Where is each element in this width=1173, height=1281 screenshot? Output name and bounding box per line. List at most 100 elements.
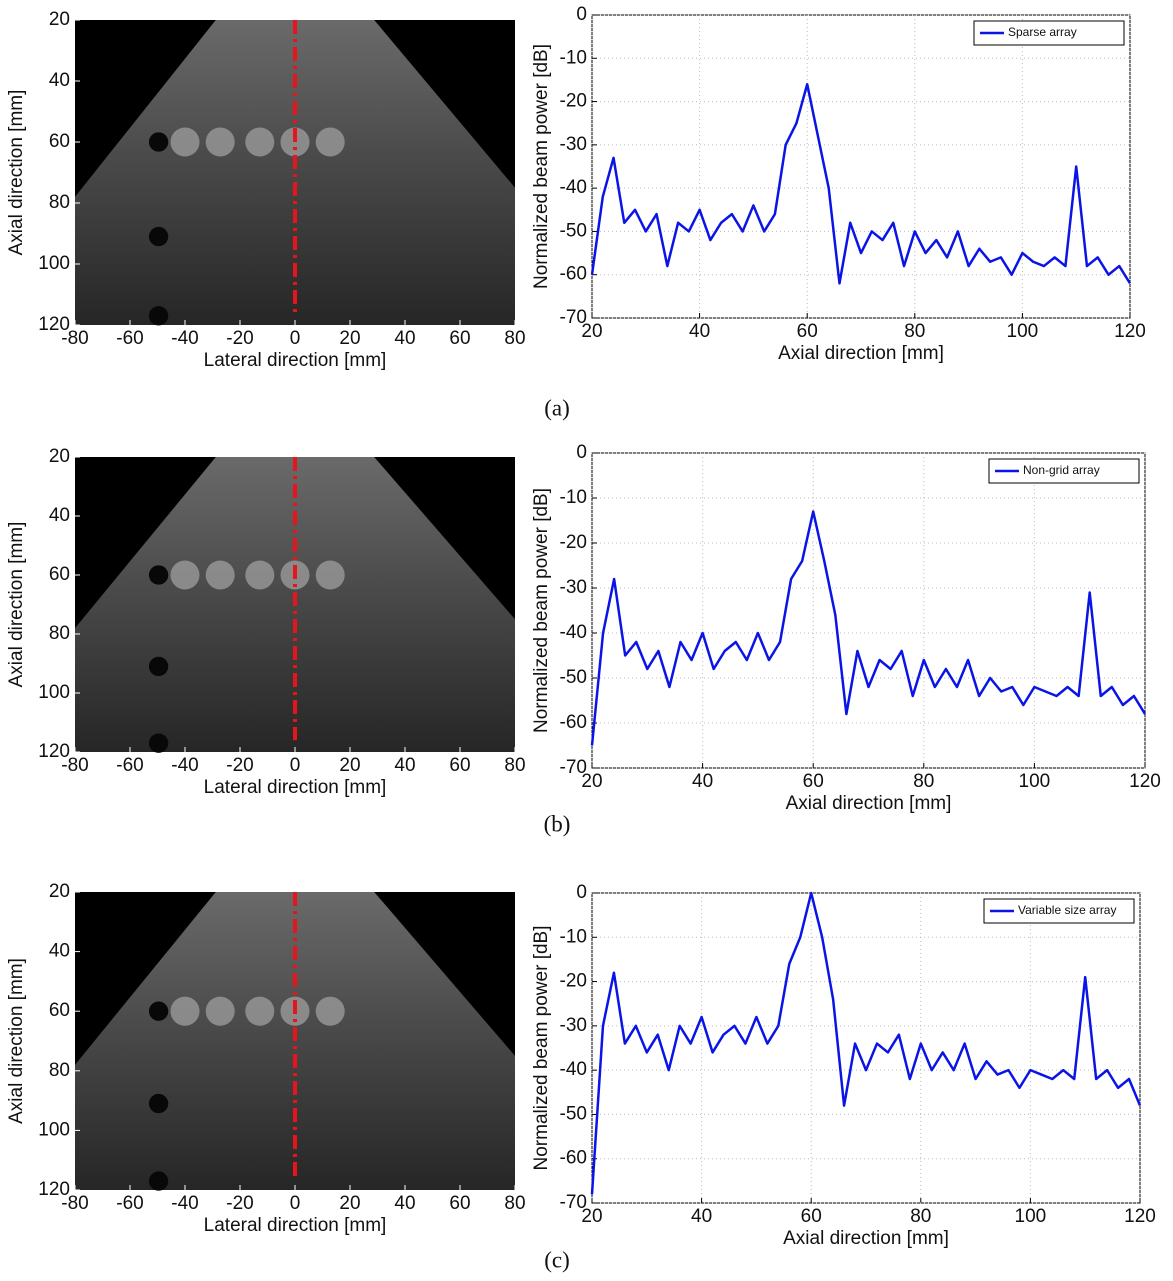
- x-tick-label: -60: [116, 1193, 143, 1214]
- bright-target: [245, 560, 275, 590]
- bright-target: [170, 996, 200, 1026]
- x-axis-label: Lateral direction [mm]: [204, 1215, 387, 1236]
- x-tick-label: 40: [394, 1193, 415, 1214]
- x-tick-label: 80: [504, 1193, 525, 1214]
- y-tick-label: 40: [49, 941, 70, 962]
- panel-label: (a): [544, 395, 570, 420]
- x-tick-label: -60: [116, 328, 143, 349]
- x-axis-label: Axial direction [mm]: [783, 1228, 949, 1249]
- y-tick-label: -20: [560, 91, 587, 112]
- y-tick-label: 100: [38, 253, 70, 274]
- y-tick-label: 120: [38, 314, 70, 335]
- x-tick-label: 0: [290, 755, 301, 776]
- x-tick-label: 80: [504, 755, 525, 776]
- y-tick-label: -30: [560, 134, 587, 155]
- x-tick-label: 60: [801, 1206, 822, 1227]
- x-tick-label: -20: [226, 328, 253, 349]
- y-tick-label: -40: [560, 1059, 587, 1080]
- y-tick-label: -70: [560, 307, 587, 328]
- x-tick-label: 60: [449, 1193, 470, 1214]
- y-tick-label: -40: [560, 622, 587, 643]
- y-tick-label: -50: [560, 667, 587, 688]
- y-tick-label: 120: [38, 741, 70, 762]
- x-tick-label: 80: [910, 1206, 931, 1227]
- y-tick-label: 100: [38, 1119, 70, 1140]
- y-tick-label: -10: [560, 487, 587, 508]
- y-tick-label: 20: [49, 881, 70, 902]
- line-series: [590, 891, 1142, 1195]
- line-series: [590, 510, 1147, 746]
- x-tick-label: 120: [1124, 1206, 1156, 1227]
- y-tick-label: -50: [560, 1103, 587, 1124]
- y-axis-label: Normalized beam power [dB]: [531, 926, 552, 1171]
- x-tick-label: -80: [61, 1193, 88, 1214]
- x-tick-label: -20: [226, 755, 253, 776]
- y-tick-label: 60: [49, 131, 70, 152]
- line-series: [590, 83, 1132, 285]
- y-tick-label: 60: [49, 564, 70, 585]
- y-tick-label: -30: [560, 1015, 587, 1036]
- panel-label: (c): [544, 1247, 570, 1272]
- bright-target: [205, 996, 235, 1026]
- y-tick-label: 20: [49, 446, 70, 467]
- y-tick-label: -70: [560, 1192, 587, 1213]
- x-tick-label: -60: [116, 755, 143, 776]
- y-tick-label: -60: [560, 712, 587, 733]
- y-tick-label: -60: [560, 264, 587, 285]
- y-axis-label: Normalized beam power [dB]: [531, 44, 552, 289]
- y-axis-label: Axial direction [mm]: [6, 958, 27, 1124]
- y-tick-label: 0: [576, 882, 587, 903]
- plot-area: [591, 14, 1131, 319]
- x-tick-label: 60: [797, 321, 818, 342]
- bright-target: [245, 996, 275, 1026]
- y-tick-label: 20: [49, 9, 70, 30]
- dark-target: [148, 733, 169, 753]
- x-tick-label: 60: [449, 328, 470, 349]
- bright-target: [205, 560, 235, 590]
- x-tick-label: 60: [803, 771, 824, 792]
- x-tick-label: 20: [339, 1193, 360, 1214]
- y-tick-label: -30: [560, 577, 587, 598]
- x-tick-label: 40: [691, 1206, 712, 1227]
- bright-target: [315, 127, 345, 157]
- y-axis-label: Normalized beam power [dB]: [531, 488, 552, 733]
- plot-area: [591, 452, 1146, 769]
- y-tick-label: 100: [38, 682, 70, 703]
- x-tick-label: 100: [1007, 321, 1039, 342]
- x-tick-label: 120: [1129, 771, 1161, 792]
- y-tick-label: 80: [49, 1060, 70, 1081]
- x-tick-label: 80: [913, 771, 934, 792]
- x-tick-label: 0: [290, 328, 301, 349]
- x-tick-label: 20: [581, 321, 602, 342]
- y-tick-label: 120: [38, 1179, 70, 1200]
- dark-target: [148, 656, 169, 677]
- ultrasound-sector: [75, 20, 515, 325]
- y-tick-label: -60: [560, 1148, 587, 1169]
- x-tick-label: 120: [1114, 321, 1146, 342]
- bright-target: [170, 127, 200, 157]
- y-tick-label: 0: [576, 442, 587, 463]
- bright-target: [315, 996, 345, 1026]
- bright-target: [205, 127, 235, 157]
- x-tick-label: 100: [1019, 771, 1051, 792]
- y-tick-label: -20: [560, 971, 587, 992]
- x-axis-label: Axial direction [mm]: [778, 343, 944, 364]
- x-tick-label: 20: [581, 1206, 602, 1227]
- y-tick-label: 80: [49, 192, 70, 213]
- bright-target: [170, 560, 200, 590]
- x-tick-label: -40: [171, 1193, 198, 1214]
- dark-target: [148, 306, 169, 326]
- y-tick-label: -10: [560, 47, 587, 68]
- x-axis-label: Lateral direction [mm]: [204, 350, 387, 371]
- x-tick-label: 40: [692, 771, 713, 792]
- dark-target: [148, 1093, 169, 1114]
- y-axis-label: Axial direction [mm]: [6, 90, 27, 256]
- y-tick-label: -10: [560, 926, 587, 947]
- legend-label: Variable size array: [1018, 903, 1116, 917]
- x-tick-label: 20: [339, 755, 360, 776]
- x-tick-label: 60: [449, 755, 470, 776]
- x-tick-label: 40: [394, 755, 415, 776]
- y-tick-label: 0: [576, 4, 587, 25]
- legend-label: Sparse array: [1008, 25, 1077, 39]
